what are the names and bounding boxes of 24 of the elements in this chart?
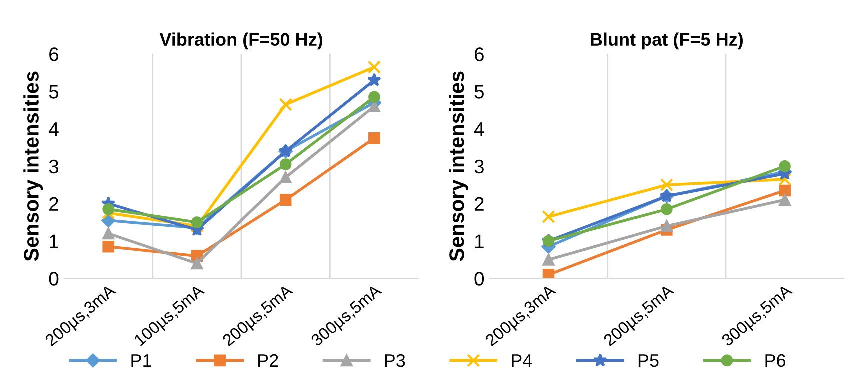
legend-label: P3 xyxy=(385,354,406,368)
y-tick-label: 4 xyxy=(474,122,484,136)
legend-label: P6 xyxy=(766,354,786,368)
y-tick-label: 1 xyxy=(475,234,484,248)
y-tick-label: 4 xyxy=(49,122,59,136)
y-tick-label: 3 xyxy=(474,160,484,174)
legend-label: P2 xyxy=(258,354,278,368)
y-axis-title: Sensory intensities xyxy=(24,72,44,262)
y-tick-label: 5 xyxy=(49,85,59,99)
chart-title: Blunt pat (F=5 Hz) xyxy=(591,32,743,50)
legend-label: P5 xyxy=(638,354,659,368)
y-tick-label: 0 xyxy=(474,272,484,286)
y-tick-label: 2 xyxy=(474,197,484,211)
y-tick-label: 1 xyxy=(50,234,58,248)
y-tick-label: 2 xyxy=(50,197,58,211)
y-tick-label: 5 xyxy=(474,85,484,99)
y-axis-title: Sensory intensities xyxy=(449,72,468,262)
y-tick-label: 0 xyxy=(49,272,59,286)
legend-label: P4 xyxy=(512,354,532,368)
chart-title: Vibration (F=50 Hz) xyxy=(160,32,322,50)
y-tick-label: 6 xyxy=(50,48,59,62)
legend-label: P1 xyxy=(132,354,152,368)
y-tick-label: 3 xyxy=(49,160,59,174)
y-tick-label: 6 xyxy=(474,48,484,62)
